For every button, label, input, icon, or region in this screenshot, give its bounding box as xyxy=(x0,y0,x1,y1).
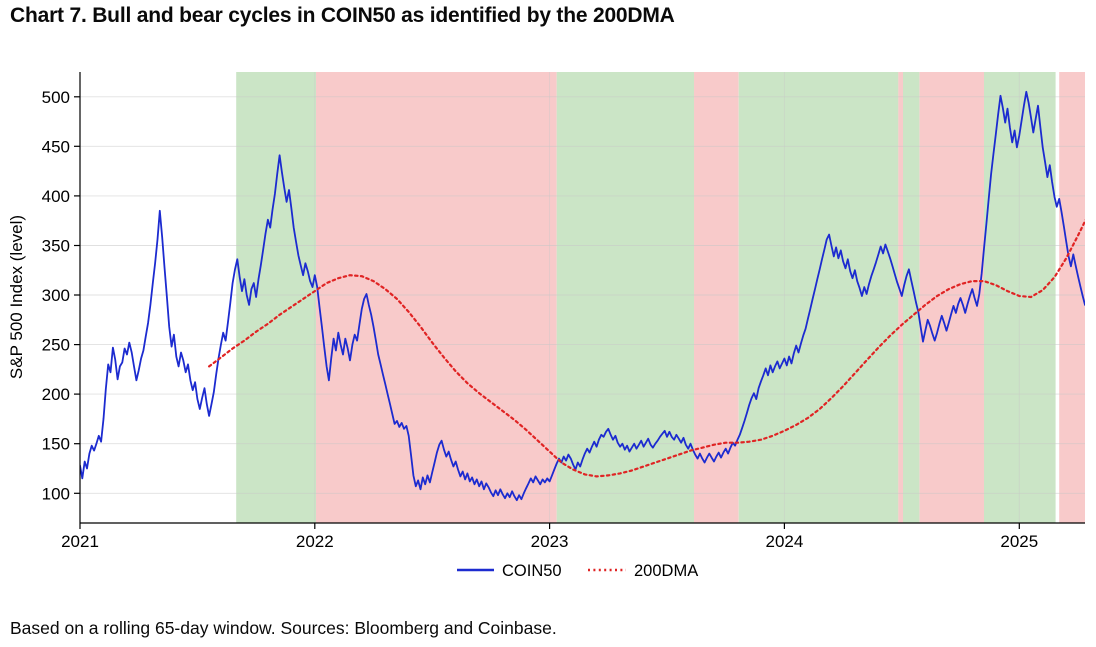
y-tick-label: 500 xyxy=(42,88,70,107)
x-tick-label: 2025 xyxy=(1000,532,1038,551)
bear-band xyxy=(898,72,903,523)
x-tick-label: 2023 xyxy=(531,532,569,551)
y-tick-label: 300 xyxy=(42,286,70,305)
x-tick-label: 2024 xyxy=(765,532,803,551)
axes: 100 150 200 250 300 350 400 450 500 2021 2022 2023 2… xyxy=(42,72,1085,551)
bull-band xyxy=(738,72,899,523)
x-tick-label: 2021 xyxy=(61,532,99,551)
y-tick-label: 450 xyxy=(42,137,70,156)
chart-canvas: 100 150 200 250 300 350 400 450 500 2021 2022 2023 2… xyxy=(7,72,1085,580)
legend: COIN50 200DMA xyxy=(457,562,698,580)
y-tick-label: 400 xyxy=(42,187,70,206)
y-axis-title: S&P 500 Index (level) xyxy=(7,215,26,379)
y-tick-label: 250 xyxy=(42,336,70,355)
y-tick-label: 350 xyxy=(42,237,70,256)
bear-band xyxy=(1059,72,1085,523)
legend-coin50-label: COIN50 xyxy=(502,562,562,580)
coin50-line xyxy=(80,90,1085,502)
bull-band xyxy=(903,72,920,523)
y-tick-label: 150 xyxy=(42,435,70,454)
cycle-bands xyxy=(236,72,1085,523)
source-caption: Based on a rolling 65-day window. Source… xyxy=(10,618,557,638)
y-tick-label: 200 xyxy=(42,385,70,404)
page-title: Chart 7. Bull and bear cycles in COIN50 … xyxy=(10,4,675,27)
bear-band xyxy=(919,72,985,523)
x-tick-label: 2022 xyxy=(296,532,334,551)
bull-band xyxy=(984,72,1056,523)
bear-band xyxy=(316,72,557,523)
y-tick-label: 100 xyxy=(42,484,70,503)
legend-dma-label: 200DMA xyxy=(634,562,698,580)
dma-line xyxy=(208,218,1085,478)
gridlines xyxy=(80,72,1085,523)
series-lines xyxy=(80,90,1085,502)
